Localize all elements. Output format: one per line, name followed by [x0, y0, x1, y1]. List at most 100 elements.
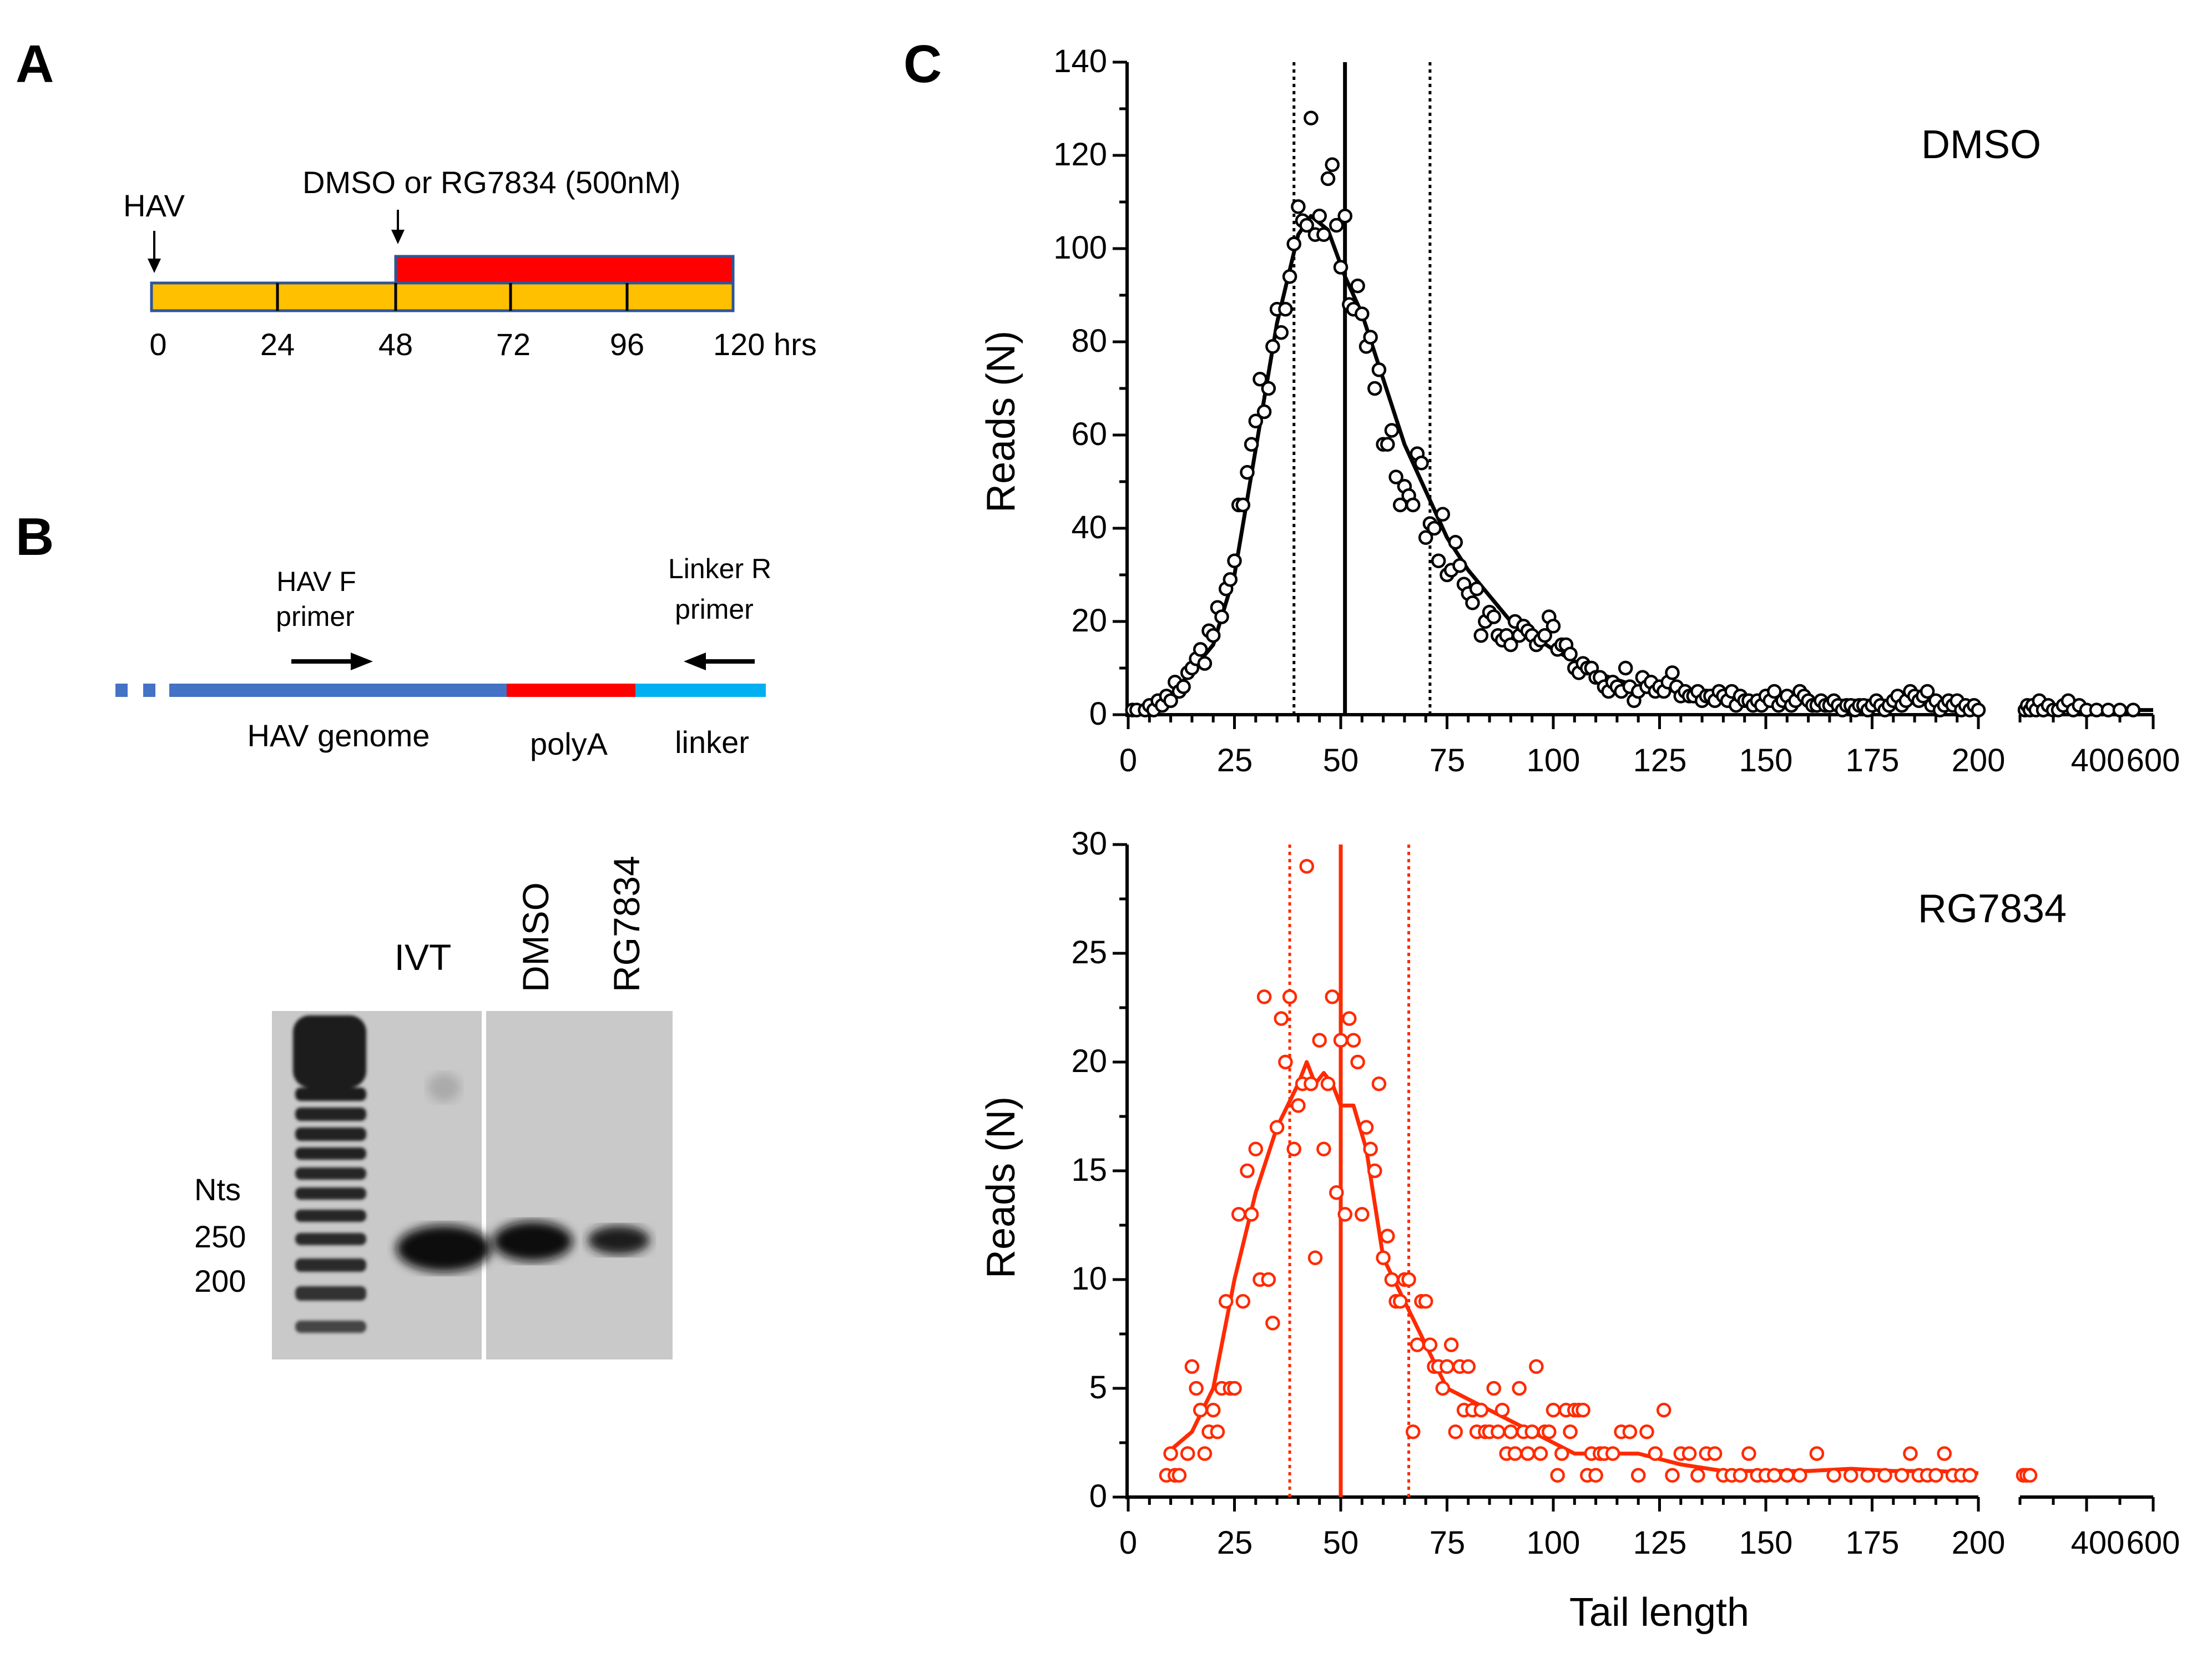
- data-point: [1605, 1446, 1620, 1461]
- data-point: [1346, 1033, 1361, 1048]
- x-tick-label: 25: [1217, 742, 1253, 779]
- data-point: [1320, 171, 1336, 186]
- time-tick-label: 24: [260, 327, 295, 362]
- data-point: [1486, 609, 1502, 624]
- polya-label: polyA: [530, 726, 608, 761]
- data-point: [1384, 1272, 1400, 1287]
- data-point: [1622, 1424, 1638, 1439]
- data-point: [1205, 628, 1221, 643]
- data-point: [1546, 619, 1561, 634]
- data-point: [1363, 1141, 1378, 1157]
- data-point: [1240, 464, 1255, 480]
- time-tick-label: 48: [378, 327, 413, 362]
- y-tick-label: 20: [1071, 1043, 1107, 1079]
- data-point: [1256, 989, 1272, 1004]
- data-point: [1448, 1424, 1463, 1439]
- data-point: [1435, 507, 1451, 522]
- gel-band-rg7834: [588, 1226, 650, 1255]
- data-point: [2100, 702, 2116, 717]
- data-point: [1223, 572, 1238, 587]
- x-tick-label: 150: [1739, 1525, 1793, 1561]
- linker-r-primer-arrow-head: [684, 653, 706, 670]
- gel-band-ivt: [396, 1225, 492, 1272]
- gel-band-dmso: [493, 1221, 573, 1261]
- data-point: [1440, 1359, 1455, 1374]
- data-point: [1197, 656, 1213, 671]
- data-point: [1312, 208, 1327, 224]
- x-tick-label: 100: [1527, 1525, 1580, 1561]
- linker-segment: [635, 684, 766, 697]
- y-tick-label: 30: [1071, 826, 1107, 862]
- data-point: [1465, 595, 1480, 610]
- data-point: [1248, 1141, 1264, 1157]
- linker-r-primer-label: primer: [675, 594, 754, 625]
- data-point: [1282, 269, 1297, 284]
- data-point: [1826, 1468, 1841, 1483]
- data-point: [1350, 278, 1365, 294]
- gel-size-marker: 200: [194, 1263, 246, 1298]
- x-tick-label: 175: [1846, 742, 1900, 779]
- data-point: [1809, 1446, 1825, 1461]
- x-tick-label: 600: [2127, 1525, 2180, 1561]
- treatment-arrow-head: [391, 230, 405, 244]
- gel-ladder: [293, 1015, 366, 1333]
- data-point: [1171, 1468, 1187, 1483]
- data-point: [1452, 558, 1467, 573]
- data-point: [1461, 1359, 1476, 1374]
- hav-arrow-head: [148, 259, 161, 273]
- data-point: [1507, 1446, 1523, 1461]
- data-point: [1937, 1446, 1952, 1461]
- x-axis-title: Tail length: [1569, 1590, 1749, 1635]
- data-point: [1533, 1446, 1548, 1461]
- data-point: [1962, 1468, 1977, 1483]
- data-point: [1163, 693, 1178, 709]
- data-point: [1588, 1468, 1603, 1483]
- data-point: [1491, 1424, 1506, 1439]
- data-point: [1282, 989, 1297, 1004]
- data-point: [1333, 1033, 1349, 1048]
- data-point: [1380, 1229, 1395, 1243]
- data-point: [1524, 1424, 1539, 1439]
- data-point: [1214, 609, 1229, 624]
- infection-bar: [150, 281, 735, 312]
- data-point: [1244, 437, 1259, 452]
- data-point: [1401, 1272, 1416, 1287]
- data-point: [1274, 325, 1289, 340]
- genome-dash: [143, 684, 155, 697]
- data-point: [1971, 702, 1986, 717]
- polya-segment: [507, 684, 635, 697]
- y-axis-title: Reads (N): [979, 1096, 1023, 1278]
- data-point: [1265, 1316, 1280, 1331]
- data-point: [1227, 553, 1242, 569]
- x-tick-label: 25: [1217, 1525, 1253, 1561]
- data-point: [1176, 679, 1191, 694]
- chart-dmso: Reads (N) DMSO 0 25 50 75 100 125 150 17…: [979, 43, 2180, 779]
- data-point: [1367, 1163, 1382, 1179]
- y-tick-label: 100: [1053, 230, 1107, 266]
- y-tick-label: 25: [1071, 934, 1107, 970]
- y-axis-title: Reads (N): [979, 331, 1023, 513]
- hav-genome-segment: [169, 684, 507, 697]
- amplicon-diagram: HAV F primer Linker R primer HAV genome …: [115, 553, 771, 761]
- x-tick-label: 75: [1430, 1525, 1466, 1561]
- timeline: HAV DMSO or RG7834 (500nM) 0 24 48 72 96…: [123, 165, 817, 362]
- data-point: [1427, 520, 1442, 536]
- data-point: [1860, 1468, 1876, 1483]
- data-point: [1231, 1207, 1246, 1222]
- data-point: [1210, 1424, 1225, 1439]
- data-point: [1197, 1446, 1213, 1461]
- data-point: [1690, 1468, 1705, 1483]
- y-tick-label: 140: [1053, 43, 1107, 79]
- data-point: [1877, 1468, 1892, 1483]
- chart-title: DMSO: [1921, 123, 2041, 167]
- data-point: [2089, 702, 2104, 717]
- data-point: [1304, 1076, 1319, 1091]
- data-point: [1414, 456, 1429, 471]
- x-tick-label: 200: [1952, 742, 2006, 779]
- gel-lane-dmso: DMSO: [515, 882, 556, 992]
- y-tick-label: 40: [1071, 509, 1107, 545]
- x-tick-label: 0: [1119, 1525, 1137, 1561]
- data-point: [1376, 1250, 1391, 1266]
- x-tick-label: 125: [1633, 742, 1687, 779]
- data-point: [1316, 227, 1331, 242]
